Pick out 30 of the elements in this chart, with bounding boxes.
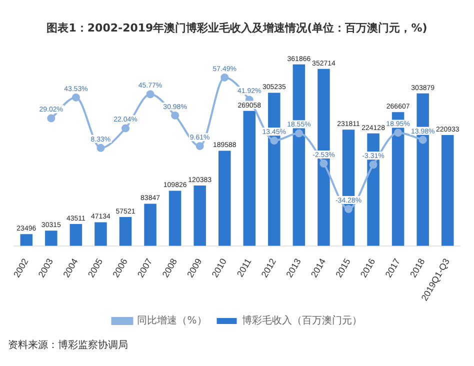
chart-title: 图表1：2002-2019年澳门博彩业毛收入及增速情况(单位：百万澳门元，%) <box>46 21 428 34</box>
bar <box>94 222 107 246</box>
point <box>196 142 204 150</box>
bar <box>70 224 82 246</box>
point <box>418 136 427 144</box>
bar <box>20 234 33 246</box>
bar <box>45 230 58 246</box>
bar <box>144 204 156 246</box>
bar <box>441 135 454 246</box>
point <box>122 124 130 132</box>
point <box>369 160 378 169</box>
point <box>270 136 278 145</box>
point <box>294 129 303 138</box>
legend-label: 博彩毛收入（百万澳门元） <box>242 314 362 327</box>
bar <box>243 110 256 246</box>
text: 资料来源：博彩监察协调局 <box>8 338 129 352</box>
point <box>47 114 56 122</box>
point <box>96 144 105 152</box>
point <box>344 205 352 214</box>
legend-label: 同比增速（%） <box>137 314 207 327</box>
bar <box>168 190 182 246</box>
point <box>394 128 402 137</box>
bar <box>194 185 206 246</box>
bar <box>218 150 231 246</box>
point <box>320 159 328 168</box>
point <box>146 90 154 98</box>
bar <box>119 217 132 246</box>
point <box>171 111 180 120</box>
point <box>220 73 229 82</box>
point <box>72 93 80 102</box>
